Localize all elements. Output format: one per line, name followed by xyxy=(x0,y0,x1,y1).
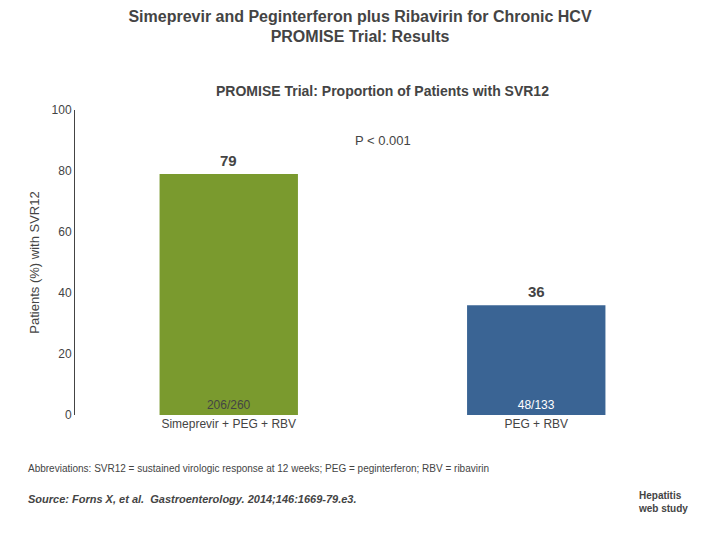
svg-text:Hepatitisweb study: Hepatitisweb study xyxy=(638,490,688,514)
svg-text:60: 60 xyxy=(58,225,72,239)
svg-text:PROMISE Trial: Proportion of P: PROMISE Trial: Proportion of Patients wi… xyxy=(216,83,549,99)
svg-text:40: 40 xyxy=(58,286,72,300)
svg-text:206/260: 206/260 xyxy=(207,398,251,412)
svg-text:Abbreviations: SVR12 = sustain: Abbreviations: SVR12 = sustained virolog… xyxy=(28,463,489,474)
svg-text:PEG + RBV: PEG + RBV xyxy=(504,417,568,431)
svg-text:20: 20 xyxy=(58,347,72,361)
svg-text:80: 80 xyxy=(58,164,72,178)
svg-text:Simeprevir and Peginterferon p: Simeprevir and Peginterferon plus Ribavi… xyxy=(128,8,592,46)
svg-text:48/133: 48/133 xyxy=(518,398,555,412)
svg-text:P < 0.001: P < 0.001 xyxy=(355,133,411,148)
svg-text:0: 0 xyxy=(65,408,72,422)
svg-text:Simeprevir + PEG + RBV: Simeprevir + PEG + RBV xyxy=(161,417,296,431)
svg-text:79: 79 xyxy=(220,152,237,169)
svg-text:100: 100 xyxy=(52,103,72,117)
svg-text:36: 36 xyxy=(528,283,545,300)
svg-text:Patients (%) with SVR12: Patients (%) with SVR12 xyxy=(27,191,42,333)
svg-text:Source: Forns X, et al. Gastr: Source: Forns X, et al. Gastroenterology… xyxy=(28,493,357,505)
